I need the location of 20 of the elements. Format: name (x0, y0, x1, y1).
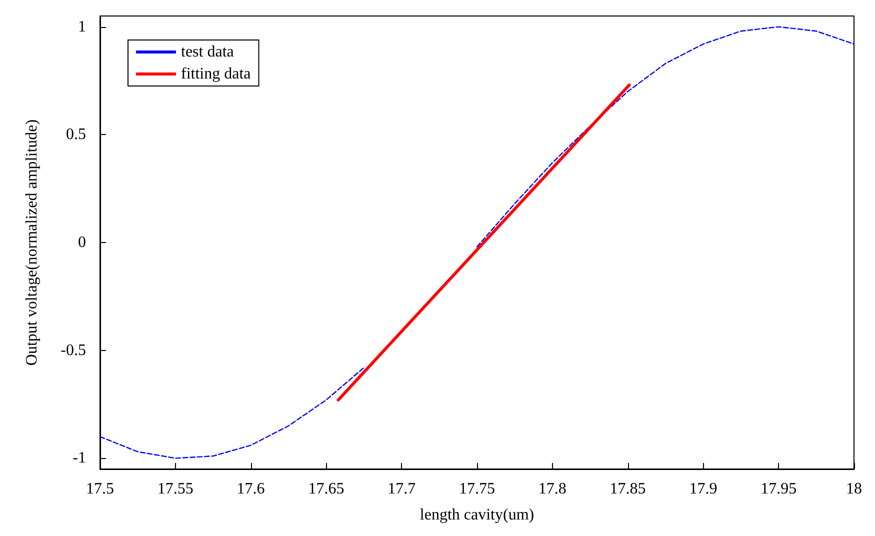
x-tick-label: 18 (846, 480, 862, 498)
y-axis-title: Output voltage(normalized amplitude) (24, 119, 40, 366)
legend-label: fitting data (181, 66, 251, 82)
x-tick-label: 17.65 (308, 480, 344, 498)
x-axis-title: length cavity(um) (420, 506, 534, 524)
x-tick-label: 17.7 (388, 480, 416, 498)
x-tick-label: 17.85 (610, 480, 646, 498)
y-tick-label: -0.5 (60, 342, 86, 359)
legend-label: test data (181, 44, 234, 60)
x-tick-label: 17.8 (538, 480, 566, 498)
x-tick-label: 17.55 (157, 480, 194, 498)
y-tick-label: 0.5 (66, 126, 86, 144)
x-tick-label: 17.75 (459, 480, 495, 498)
y-tick-label: 0 (78, 234, 86, 251)
x-tick-label: 17.6 (236, 480, 265, 498)
y-tick-label: -1 (72, 450, 86, 467)
y-tick-label: 1 (78, 18, 86, 36)
x-tick-label: 17.5 (86, 480, 114, 498)
x-tick-label: 17.9 (689, 480, 718, 498)
x-tick-label: 17.95 (760, 480, 797, 498)
